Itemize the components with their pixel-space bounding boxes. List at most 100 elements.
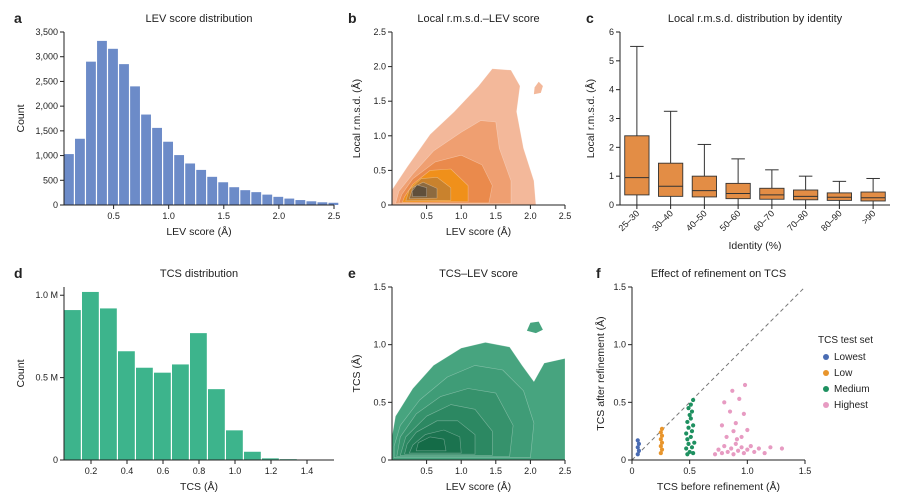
y-tick-label: 3,500 (35, 27, 58, 37)
scatter-point-highest (745, 427, 750, 433)
legend-label-highest: Highest (834, 400, 868, 411)
x-tick-label: 2.5 (559, 466, 572, 476)
histogram-bar (154, 372, 171, 460)
y-axis-label: Local r.m.s.d. (Å) (350, 79, 363, 158)
y-tick-label: 0 (53, 455, 58, 465)
scatter-point-medium (689, 429, 695, 434)
panel-d: 0 0.5 M 1.0 M 0.2 0.4 0.6 0.8 1.0 1.2 1.4 TCS (Å) C… (14, 265, 334, 493)
y-axis-label: TCS (Å) (350, 355, 363, 393)
y-tick-label: 0.5 (613, 397, 626, 407)
histogram-bar (64, 154, 74, 205)
y-tick-label: 1.5 (613, 282, 626, 292)
histogram-bar (229, 187, 240, 205)
x-tick-label: 25–30 (617, 208, 642, 233)
y-tick-label: 0.5 (373, 165, 386, 175)
scatter-point-highest (739, 445, 744, 450)
scatter-point-highest (742, 382, 748, 388)
panel-e: 0 0.5 1.0 1.5 0.5 1.0 1.5 2.0 2.5 LEV score (Å) TC… (348, 265, 571, 493)
x-tick-label: 0.8 (193, 466, 206, 476)
box (826, 192, 852, 201)
x-tick-label: 80–90 (819, 208, 844, 233)
histogram-bar (136, 367, 153, 460)
y-tick-label: 0 (609, 200, 614, 210)
histogram-bar (163, 141, 174, 205)
legend-label-lowest: Lowest (834, 352, 866, 363)
panel-title: Local r.m.s.d.–LEV score (417, 13, 539, 25)
histogram-bar (108, 48, 118, 206)
x-tick-label: 1.0 (162, 211, 175, 221)
scatter-point-highest (762, 450, 767, 456)
x-tick-label: 1.5 (799, 466, 812, 476)
scatter-point-highest (748, 444, 753, 449)
scatter-point-highest (733, 420, 738, 426)
x-tick-label: 0 (629, 466, 634, 476)
density-contours (392, 321, 565, 460)
x-tick-label: 1.0 (741, 466, 754, 476)
y-tick-label: 2,500 (35, 76, 58, 86)
x-tick-label: 2.0 (524, 211, 537, 221)
panel-title: TCS distribution (160, 268, 238, 280)
y-axis-label: Local r.m.s.d. (Å) (584, 79, 597, 158)
y-tick-label: 5 (609, 56, 614, 66)
scatter-point-medium (685, 419, 690, 425)
scatter-point-highest (756, 446, 761, 451)
x-tick-label: >90 (860, 208, 878, 226)
scatter-point-highest (779, 446, 785, 451)
histogram-bar (306, 201, 317, 205)
scatter-point-highest (722, 444, 727, 449)
panel-letter: b (348, 10, 357, 26)
y-tick-label: 2.5 (373, 27, 386, 37)
histogram-bar (207, 176, 218, 205)
scatter-point-low (659, 440, 665, 445)
histogram-bar (141, 114, 151, 205)
histogram-bar (75, 138, 85, 205)
scatter-point-lowest (635, 438, 640, 443)
panel-letter: d (14, 265, 23, 281)
scatter-point-low (658, 450, 663, 456)
y-axis-label: Count (15, 359, 27, 387)
y-tick-label: 1,500 (35, 126, 58, 136)
histogram-bar (119, 64, 129, 205)
x-axis-label: TCS (Å) (180, 480, 218, 493)
x-axis-label: LEV score (Å) (166, 225, 231, 238)
y-tick-label: 0 (53, 200, 58, 210)
density-level-7 (415, 436, 447, 452)
x-tick-label: 40–50 (684, 208, 709, 233)
scatter-point-low (659, 433, 665, 438)
legend-marker-medium (823, 386, 829, 392)
x-tick-label: 0.6 (157, 466, 170, 476)
scatter-point-lowest (636, 448, 642, 453)
y-tick-label: 3,000 (35, 52, 58, 62)
scatter-point-highest (725, 449, 730, 455)
scatter-point-medium (686, 441, 691, 446)
x-tick-label: 2.0 (524, 466, 537, 476)
x-tick-label: 0.2 (85, 466, 98, 476)
histogram-bar (284, 198, 295, 205)
scatter-point-low (658, 444, 663, 449)
y-tick-label: 1.0 (613, 340, 626, 350)
legend-label-low: Low (834, 368, 853, 379)
x-axis-label: Identity (%) (728, 240, 781, 252)
histogram-bar (273, 196, 284, 205)
histogram-bar (328, 202, 339, 205)
density-blob (526, 321, 543, 334)
scatter-point-medium (692, 440, 697, 445)
x-tick-label: 0.5 (107, 211, 120, 221)
scatter-point-medium (691, 397, 696, 403)
panel-letter: a (14, 10, 22, 26)
histogram-bar (244, 451, 261, 460)
scatter-point-medium (689, 409, 695, 414)
y-tick-label: 1.5 (373, 282, 386, 292)
x-tick-label: 0.5 (420, 211, 433, 221)
scatter-point-medium (691, 423, 696, 428)
scatter-point-medium (686, 425, 691, 430)
histogram-bar (317, 202, 328, 205)
x-tick-label: 2.5 (559, 211, 572, 221)
histogram-bar (64, 310, 81, 460)
x-tick-label: 60–70 (752, 208, 777, 233)
density-contours (392, 68, 543, 205)
scatter-point-medium (691, 450, 696, 456)
panel-title: Effect of refinement on TCS (651, 268, 786, 280)
legend-title: TCS test set (818, 335, 873, 346)
